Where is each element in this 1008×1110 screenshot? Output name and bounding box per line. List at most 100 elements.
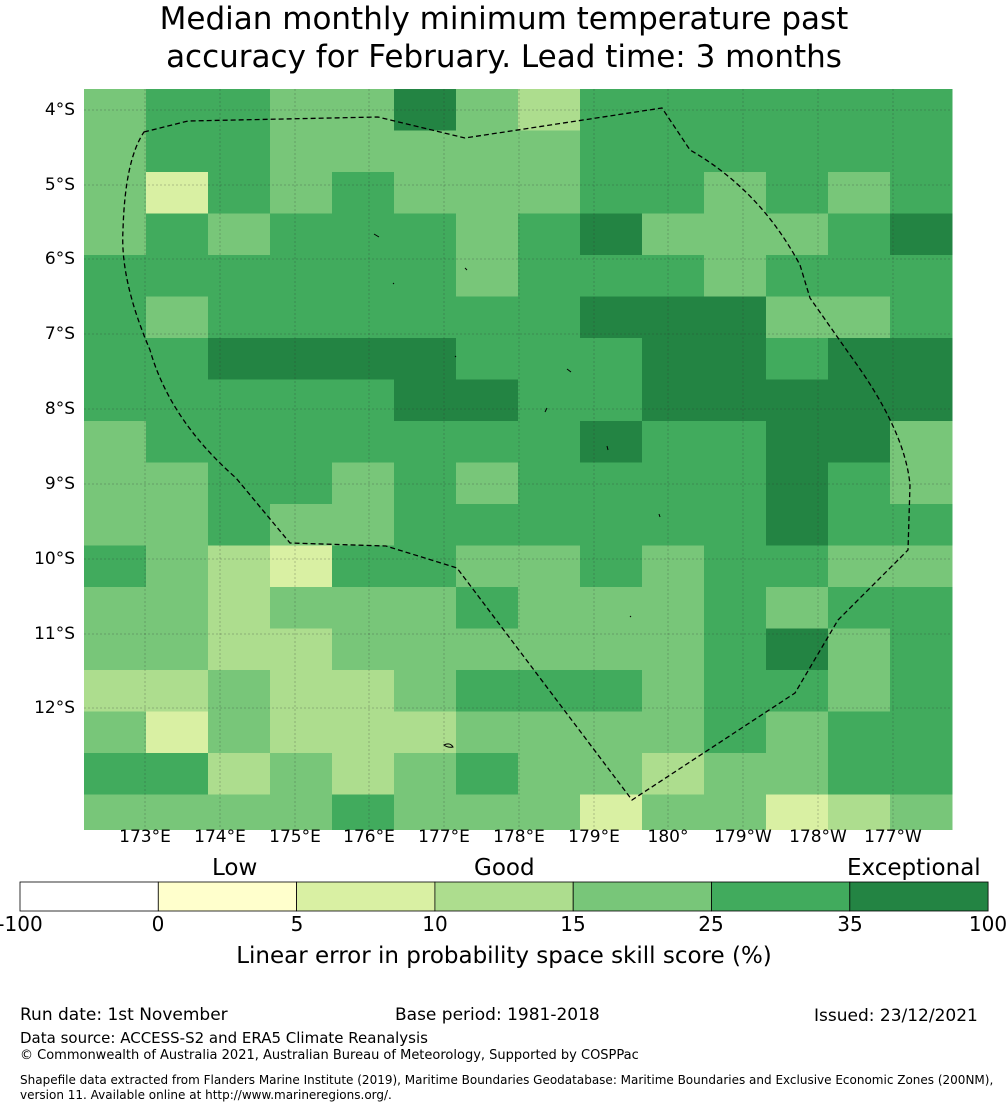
grid-cell	[642, 462, 705, 505]
grid-cell	[208, 296, 271, 339]
grid-cell	[84, 296, 147, 339]
grid-cell	[580, 587, 643, 629]
grid-cell	[518, 130, 581, 173]
colorbar-segment	[19, 881, 159, 912]
grid-cell	[394, 296, 457, 339]
grid-cell	[456, 255, 519, 297]
grid-cell	[766, 421, 829, 463]
grid-cell	[208, 213, 271, 256]
grid-cell	[890, 338, 953, 380]
grid-cell	[394, 545, 457, 588]
grid-cell	[642, 379, 705, 422]
lon-label: 175°E	[269, 827, 321, 847]
grid-cell	[84, 379, 147, 422]
grid-cell	[270, 89, 333, 131]
title-line-2: accuracy for February. Lead time: 3 mont…	[166, 39, 842, 75]
grid-cell	[84, 462, 147, 505]
lon-label: 177°W	[864, 827, 922, 847]
grid-cell	[84, 587, 147, 629]
grid-cell	[84, 89, 147, 131]
grid-cell	[394, 670, 457, 712]
grid-cell	[394, 379, 457, 422]
grid-cell	[704, 255, 767, 297]
grid-cell	[642, 172, 705, 214]
grid-cell	[890, 670, 953, 712]
grid-cell	[518, 462, 581, 505]
grid-cell	[518, 379, 581, 422]
grid-cell	[456, 753, 519, 795]
grid-cell	[456, 89, 519, 131]
island-shape	[658, 513, 661, 518]
island-shape	[392, 282, 395, 285]
lat-label: 9°S	[44, 474, 75, 494]
grid-cell	[518, 711, 581, 754]
colorbar-tick: 35	[837, 912, 863, 936]
grid-cell	[580, 172, 643, 214]
grid-cell	[642, 545, 705, 588]
grid-cell	[394, 753, 457, 795]
lon-label: 174°E	[194, 827, 246, 847]
grid-cell	[828, 628, 891, 671]
lon-label: 177°E	[418, 827, 470, 847]
grid-cell	[146, 338, 209, 380]
grid-cell	[642, 711, 705, 754]
grid-cell	[580, 421, 643, 463]
grid-cell	[332, 89, 395, 131]
grid-cell	[518, 255, 581, 297]
grid-cell	[766, 545, 829, 588]
grid-cell	[208, 172, 271, 214]
grid-cell	[146, 504, 209, 546]
grid-cell	[890, 213, 953, 256]
grid-cell	[766, 130, 829, 173]
grid-cell	[208, 421, 271, 463]
grid-cell	[84, 255, 147, 297]
grid-cell	[208, 379, 271, 422]
grid-cell	[890, 296, 953, 339]
grid-cell	[518, 89, 581, 131]
grid-cell	[332, 587, 395, 629]
grid-cell	[766, 753, 829, 795]
grid-cell	[642, 794, 705, 830]
grid-cell	[704, 379, 767, 422]
grid-cell	[270, 172, 333, 214]
grid-cell	[890, 628, 953, 671]
grid-cell	[766, 338, 829, 380]
grid-cell	[890, 255, 953, 297]
grid-cell	[890, 545, 953, 588]
grid-cell	[456, 213, 519, 256]
grid-cells	[84, 89, 953, 830]
colorbar-segment	[434, 881, 574, 912]
grid-cell	[642, 628, 705, 671]
lon-label: 176°E	[343, 827, 395, 847]
grid-cell	[828, 296, 891, 339]
grid-cell	[270, 462, 333, 505]
grid-cell	[84, 753, 147, 795]
grid-cell	[766, 711, 829, 754]
grid-cell	[146, 711, 209, 754]
grid-cell	[394, 89, 457, 131]
grid-cell	[518, 545, 581, 588]
chart-title: Median monthly minimum temperature past …	[0, 0, 1008, 76]
grid-cell	[146, 296, 209, 339]
grid-cell	[580, 379, 643, 422]
grid-cell	[84, 172, 147, 214]
grid-cell	[828, 213, 891, 256]
category-label-exceptional: Exceptional	[847, 855, 981, 881]
grid-cell	[642, 296, 705, 339]
grid-cell	[270, 545, 333, 588]
grid-cell	[84, 670, 147, 712]
category-label-low: Low	[212, 855, 258, 881]
grid-cell	[518, 296, 581, 339]
grid-cell	[84, 338, 147, 380]
grid-cell	[332, 255, 395, 297]
island-shape	[606, 445, 609, 451]
grid-cell	[146, 587, 209, 629]
grid-cell	[580, 130, 643, 173]
island-shape	[544, 407, 548, 413]
grid-cell	[642, 213, 705, 256]
colorbar-segment	[711, 881, 851, 912]
grid-cell	[270, 338, 333, 380]
grid-cell	[332, 545, 395, 588]
lat-label: 11°S	[34, 624, 75, 644]
shapefile-credit-1: Shapefile data extracted from Flanders M…	[20, 1073, 994, 1087]
